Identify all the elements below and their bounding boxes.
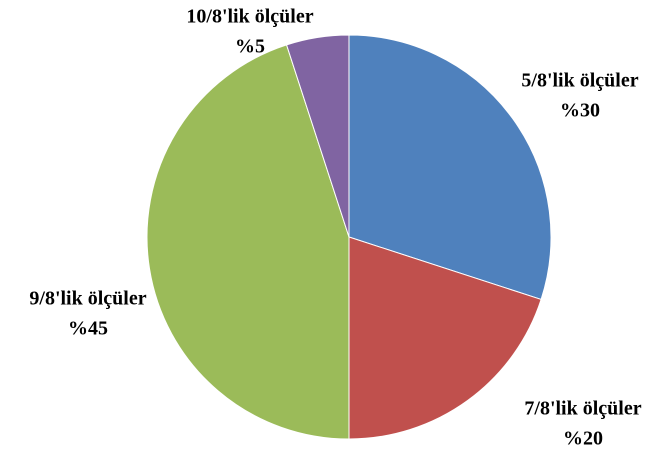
pie-slice xyxy=(348,34,552,301)
slice-value-label: %20 xyxy=(563,428,603,450)
pie-slice xyxy=(348,236,542,440)
pie-slice xyxy=(146,44,350,440)
slice-label: 9/8'lik ölçüler xyxy=(29,288,146,310)
slice-label: 5/8'lik ölçüler xyxy=(521,70,638,92)
slice-label: 10/8'lik ölçüler xyxy=(186,6,313,28)
slice-label: 7/8'lik ölçüler xyxy=(524,398,641,420)
pie-slice xyxy=(285,34,350,238)
slice-value-label: %5 xyxy=(235,36,265,58)
slice-value-label: %30 xyxy=(560,100,600,122)
slice-value-label: %45 xyxy=(68,318,108,340)
